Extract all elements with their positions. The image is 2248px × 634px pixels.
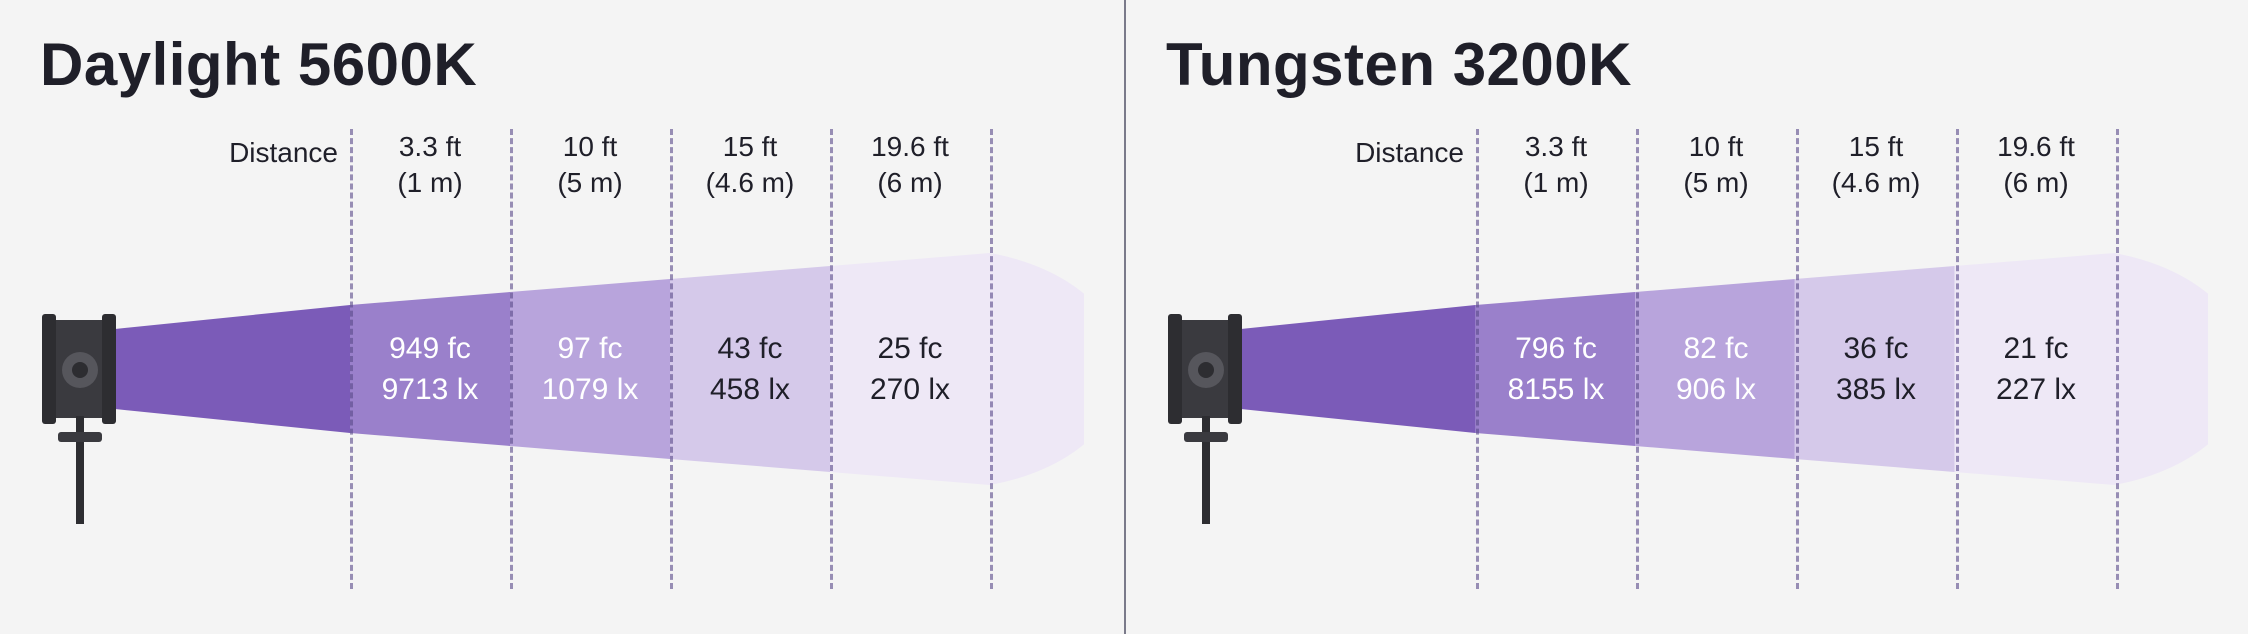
reading-lx: 8155 lx: [1476, 370, 1636, 411]
light-fixture-icon: [40, 304, 135, 524]
reading: 949 fc 9713 lx: [350, 329, 510, 410]
col-header: 3.3 ft (1 m): [350, 129, 510, 202]
col-header: 19.6 ft (6 m): [1956, 129, 2116, 202]
reading: 97 fc 1079 lx: [510, 329, 670, 410]
col-m: (5 m): [1636, 165, 1796, 201]
col-ft: 15 ft: [670, 129, 830, 165]
reading-lx: 458 lx: [670, 370, 830, 411]
reading-fc: 36 fc: [1796, 329, 1956, 370]
col-m: (5 m): [510, 165, 670, 201]
reading: 21 fc 227 lx: [1956, 329, 2116, 410]
col-ft: 10 ft: [510, 129, 670, 165]
col-ft: 19.6 ft: [830, 129, 990, 165]
reading: 796 fc 8155 lx: [1476, 329, 1636, 410]
col-ft: 10 ft: [1636, 129, 1796, 165]
reading: 82 fc 906 lx: [1636, 329, 1796, 410]
reading-fc: 949 fc: [350, 329, 510, 370]
col-ft: 19.6 ft: [1956, 129, 2116, 165]
col-ft: 3.3 ft: [1476, 129, 1636, 165]
panel-tungsten: Tungsten 3200K Distance: [1124, 0, 2248, 634]
panel-title: Daylight 5600K: [40, 30, 1084, 99]
reading: 36 fc 385 lx: [1796, 329, 1956, 410]
col-m: (6 m): [830, 165, 990, 201]
col-header: 15 ft (4.6 m): [670, 129, 830, 202]
light-fixture-icon: [1166, 304, 1261, 524]
reading-fc: 25 fc: [830, 329, 990, 370]
col-header: 3.3 ft (1 m): [1476, 129, 1636, 202]
col-header: 10 ft (5 m): [510, 129, 670, 202]
dash-line: [2116, 129, 2119, 589]
reading-lx: 906 lx: [1636, 370, 1796, 411]
distance-label: Distance: [1254, 137, 1464, 169]
col-m: (6 m): [1956, 165, 2116, 201]
col-m: (1 m): [1476, 165, 1636, 201]
reading-fc: 21 fc: [1956, 329, 2116, 370]
chart-area: Distance 3.3 ft (1 m) 10 ft (5 m) 15 ft …: [40, 129, 1084, 589]
reading-fc: 796 fc: [1476, 329, 1636, 370]
reading-lx: 9713 lx: [350, 370, 510, 411]
reading-fc: 43 fc: [670, 329, 830, 370]
col-header: 19.6 ft (6 m): [830, 129, 990, 202]
chart-area: Distance 3.3 ft (1 m) 10 ft (5 m) 15 ft …: [1166, 129, 2208, 589]
distance-label: Distance: [128, 137, 338, 169]
col-header: 10 ft (5 m): [1636, 129, 1796, 202]
reading: 25 fc 270 lx: [830, 329, 990, 410]
reading: 43 fc 458 lx: [670, 329, 830, 410]
reading-lx: 1079 lx: [510, 370, 670, 411]
col-ft: 15 ft: [1796, 129, 1956, 165]
reading-fc: 97 fc: [510, 329, 670, 370]
reading-lx: 385 lx: [1796, 370, 1956, 411]
dash-line: [990, 129, 993, 589]
col-m: (4.6 m): [670, 165, 830, 201]
col-header: 15 ft (4.6 m): [1796, 129, 1956, 202]
reading-lx: 227 lx: [1956, 370, 2116, 411]
col-ft: 3.3 ft: [350, 129, 510, 165]
col-m: (4.6 m): [1796, 165, 1956, 201]
col-m: (1 m): [350, 165, 510, 201]
reading-fc: 82 fc: [1636, 329, 1796, 370]
panel-daylight: Daylight 5600K Distance: [0, 0, 1124, 634]
reading-lx: 270 lx: [830, 370, 990, 411]
panel-title: Tungsten 3200K: [1166, 30, 2208, 99]
